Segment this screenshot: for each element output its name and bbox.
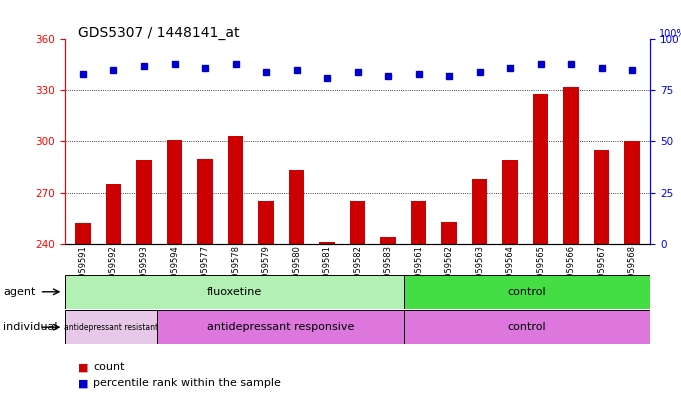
Bar <box>65 275 404 309</box>
Bar <box>404 310 650 344</box>
Bar <box>65 310 157 344</box>
Text: control: control <box>508 322 546 332</box>
Bar <box>411 201 426 244</box>
Bar <box>533 94 548 244</box>
Bar <box>228 136 243 244</box>
Bar <box>350 201 365 244</box>
Bar <box>319 242 334 244</box>
Text: antidepressant responsive: antidepressant responsive <box>207 322 354 332</box>
Text: antidepressant resistant: antidepressant resistant <box>64 323 158 332</box>
Text: fluoxetine: fluoxetine <box>206 287 262 297</box>
Text: ■: ■ <box>78 362 93 373</box>
Text: control: control <box>508 287 546 297</box>
Bar <box>258 201 274 244</box>
Bar <box>76 223 91 244</box>
Text: count: count <box>93 362 125 373</box>
Bar <box>594 150 609 244</box>
Text: individual: individual <box>3 322 58 332</box>
Bar <box>624 141 639 244</box>
Bar <box>157 310 404 344</box>
Bar <box>563 87 579 244</box>
Bar <box>106 184 121 244</box>
Bar <box>441 222 457 244</box>
Bar <box>503 160 518 244</box>
Text: percentile rank within the sample: percentile rank within the sample <box>93 378 281 388</box>
Bar <box>381 237 396 244</box>
Bar <box>197 158 212 244</box>
Bar <box>472 179 487 244</box>
Text: agent: agent <box>3 287 36 297</box>
Bar <box>136 160 152 244</box>
Text: GDS5307 / 1448141_at: GDS5307 / 1448141_at <box>78 26 240 40</box>
Bar <box>167 140 182 244</box>
Text: ■: ■ <box>78 378 93 388</box>
Bar <box>289 171 304 244</box>
Text: 100%: 100% <box>659 29 681 39</box>
Bar <box>404 275 650 309</box>
